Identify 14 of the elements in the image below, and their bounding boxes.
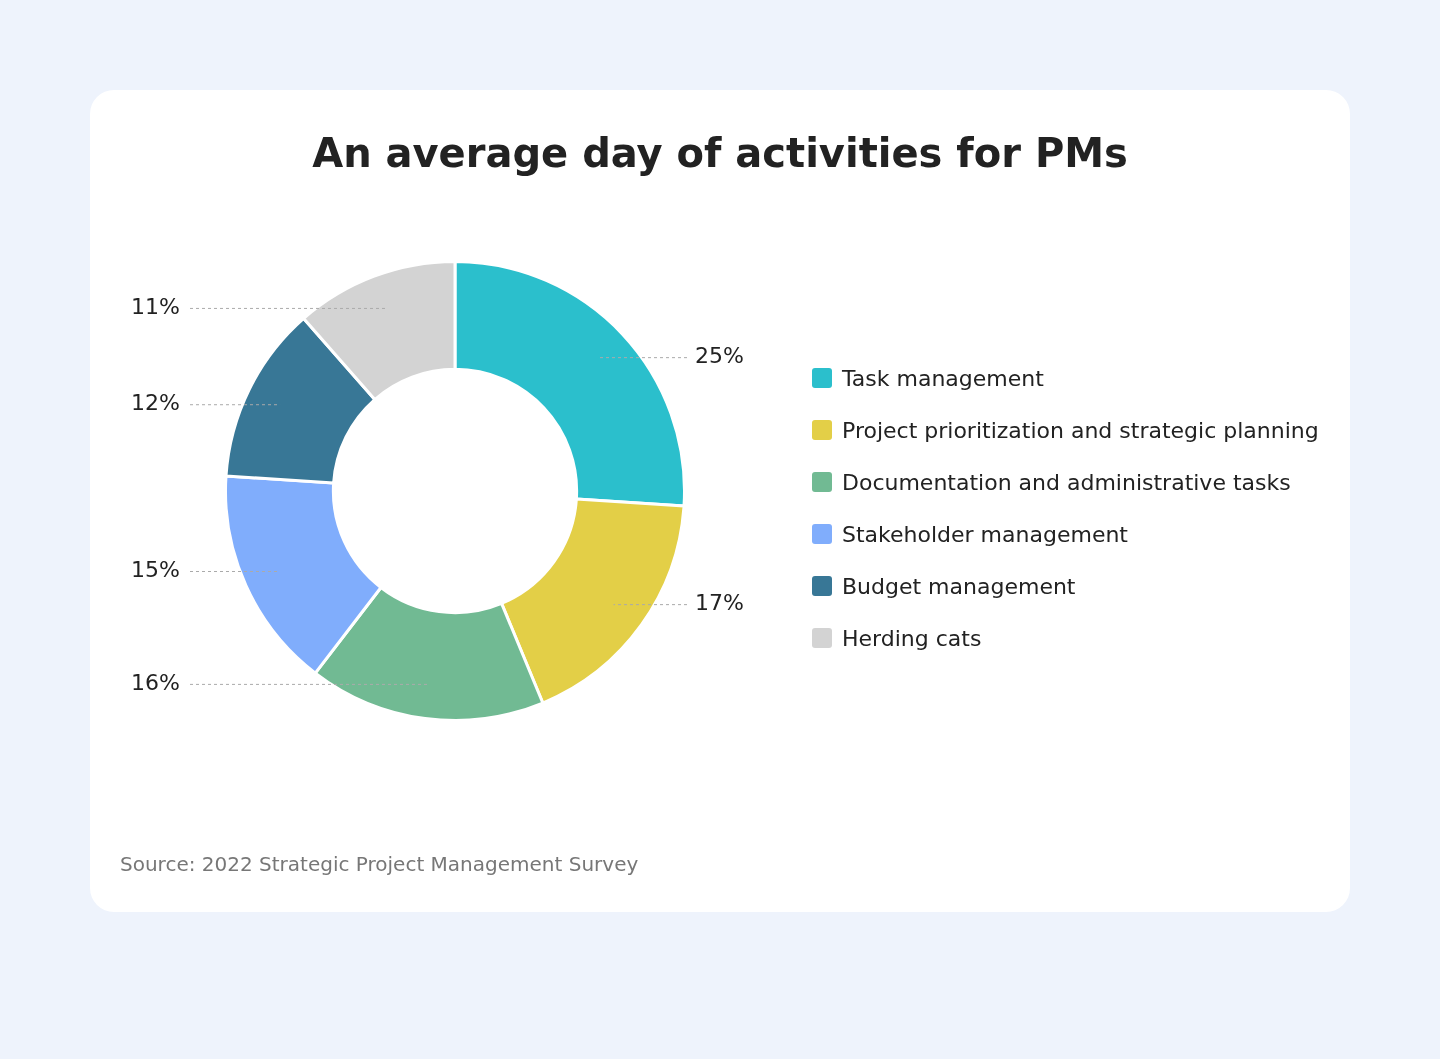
legend-label: Herding cats — [842, 625, 982, 651]
legend-label: Budget management — [842, 573, 1076, 599]
data-label: 16% — [131, 670, 180, 696]
data-label: 12% — [131, 390, 180, 416]
data-label: 11% — [131, 294, 180, 320]
legend-label: Project prioritization and strategic planning — [842, 417, 1319, 443]
data-label: 15% — [131, 557, 180, 583]
legend-label: Documentation and administrative tasks — [842, 469, 1291, 495]
legend-label: Stakeholder management — [842, 521, 1128, 547]
legend-label: Task management — [842, 365, 1044, 391]
data-label: 17% — [695, 590, 744, 616]
data-label: 25% — [695, 343, 744, 369]
source-note: Source: 2022 Strategic Project Management Survey — [120, 852, 639, 876]
chart-title: An average day of activities for PMs — [311, 130, 1129, 176]
